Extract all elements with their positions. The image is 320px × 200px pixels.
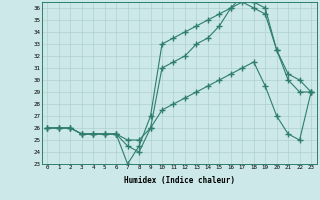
X-axis label: Humidex (Indice chaleur): Humidex (Indice chaleur) <box>124 176 235 185</box>
